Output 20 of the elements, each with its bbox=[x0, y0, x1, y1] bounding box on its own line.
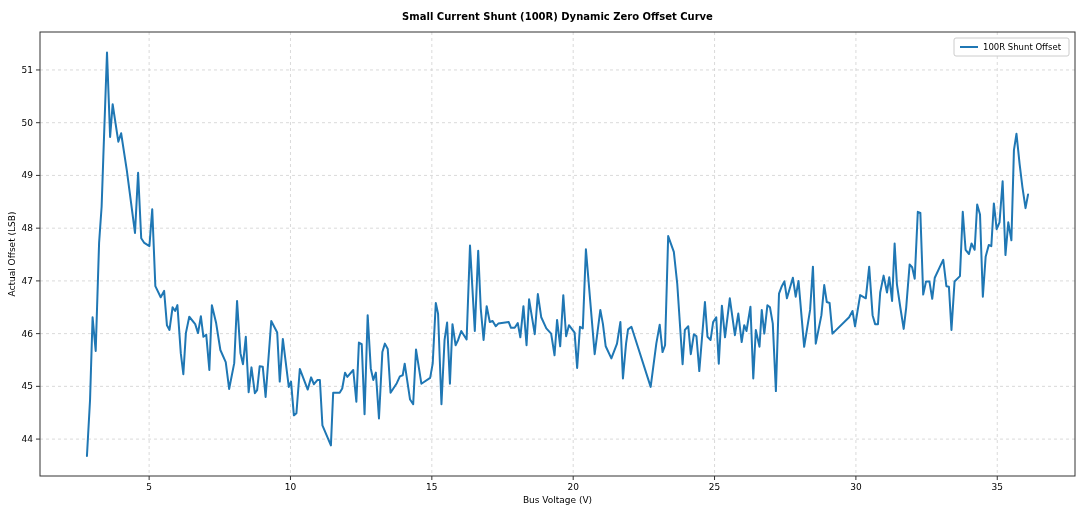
y-tick-label: 47 bbox=[21, 275, 33, 286]
y-tick-label: 44 bbox=[21, 434, 34, 445]
y-tick-label: 46 bbox=[21, 328, 34, 339]
y-axis-title: Actual Offset (LSB) bbox=[7, 211, 17, 297]
chart-title: Small Current Shunt (100R) Dynamic Zero Offset Curve bbox=[402, 11, 714, 22]
y-tick-label: 48 bbox=[21, 223, 34, 234]
y-tick-label: 49 bbox=[21, 170, 34, 181]
legend-label: 100R Shunt Offset bbox=[983, 42, 1062, 52]
x-tick-label: 30 bbox=[850, 482, 862, 492]
x-tick-label: 15 bbox=[426, 482, 438, 492]
x-tick-label: 5 bbox=[146, 482, 152, 492]
x-axis-title: Bus Voltage (V) bbox=[522, 495, 593, 505]
y-tick-label: 45 bbox=[21, 381, 33, 392]
line-series bbox=[85, 51, 1030, 457]
y-tick-label: 51 bbox=[21, 64, 33, 75]
y-tick-label: 50 bbox=[21, 117, 34, 128]
x-tick-label: 10 bbox=[284, 482, 297, 492]
x-tick-label: 35 bbox=[991, 482, 1003, 492]
x-tick-label: 20 bbox=[567, 482, 580, 492]
x-tick-label: 25 bbox=[708, 482, 721, 492]
